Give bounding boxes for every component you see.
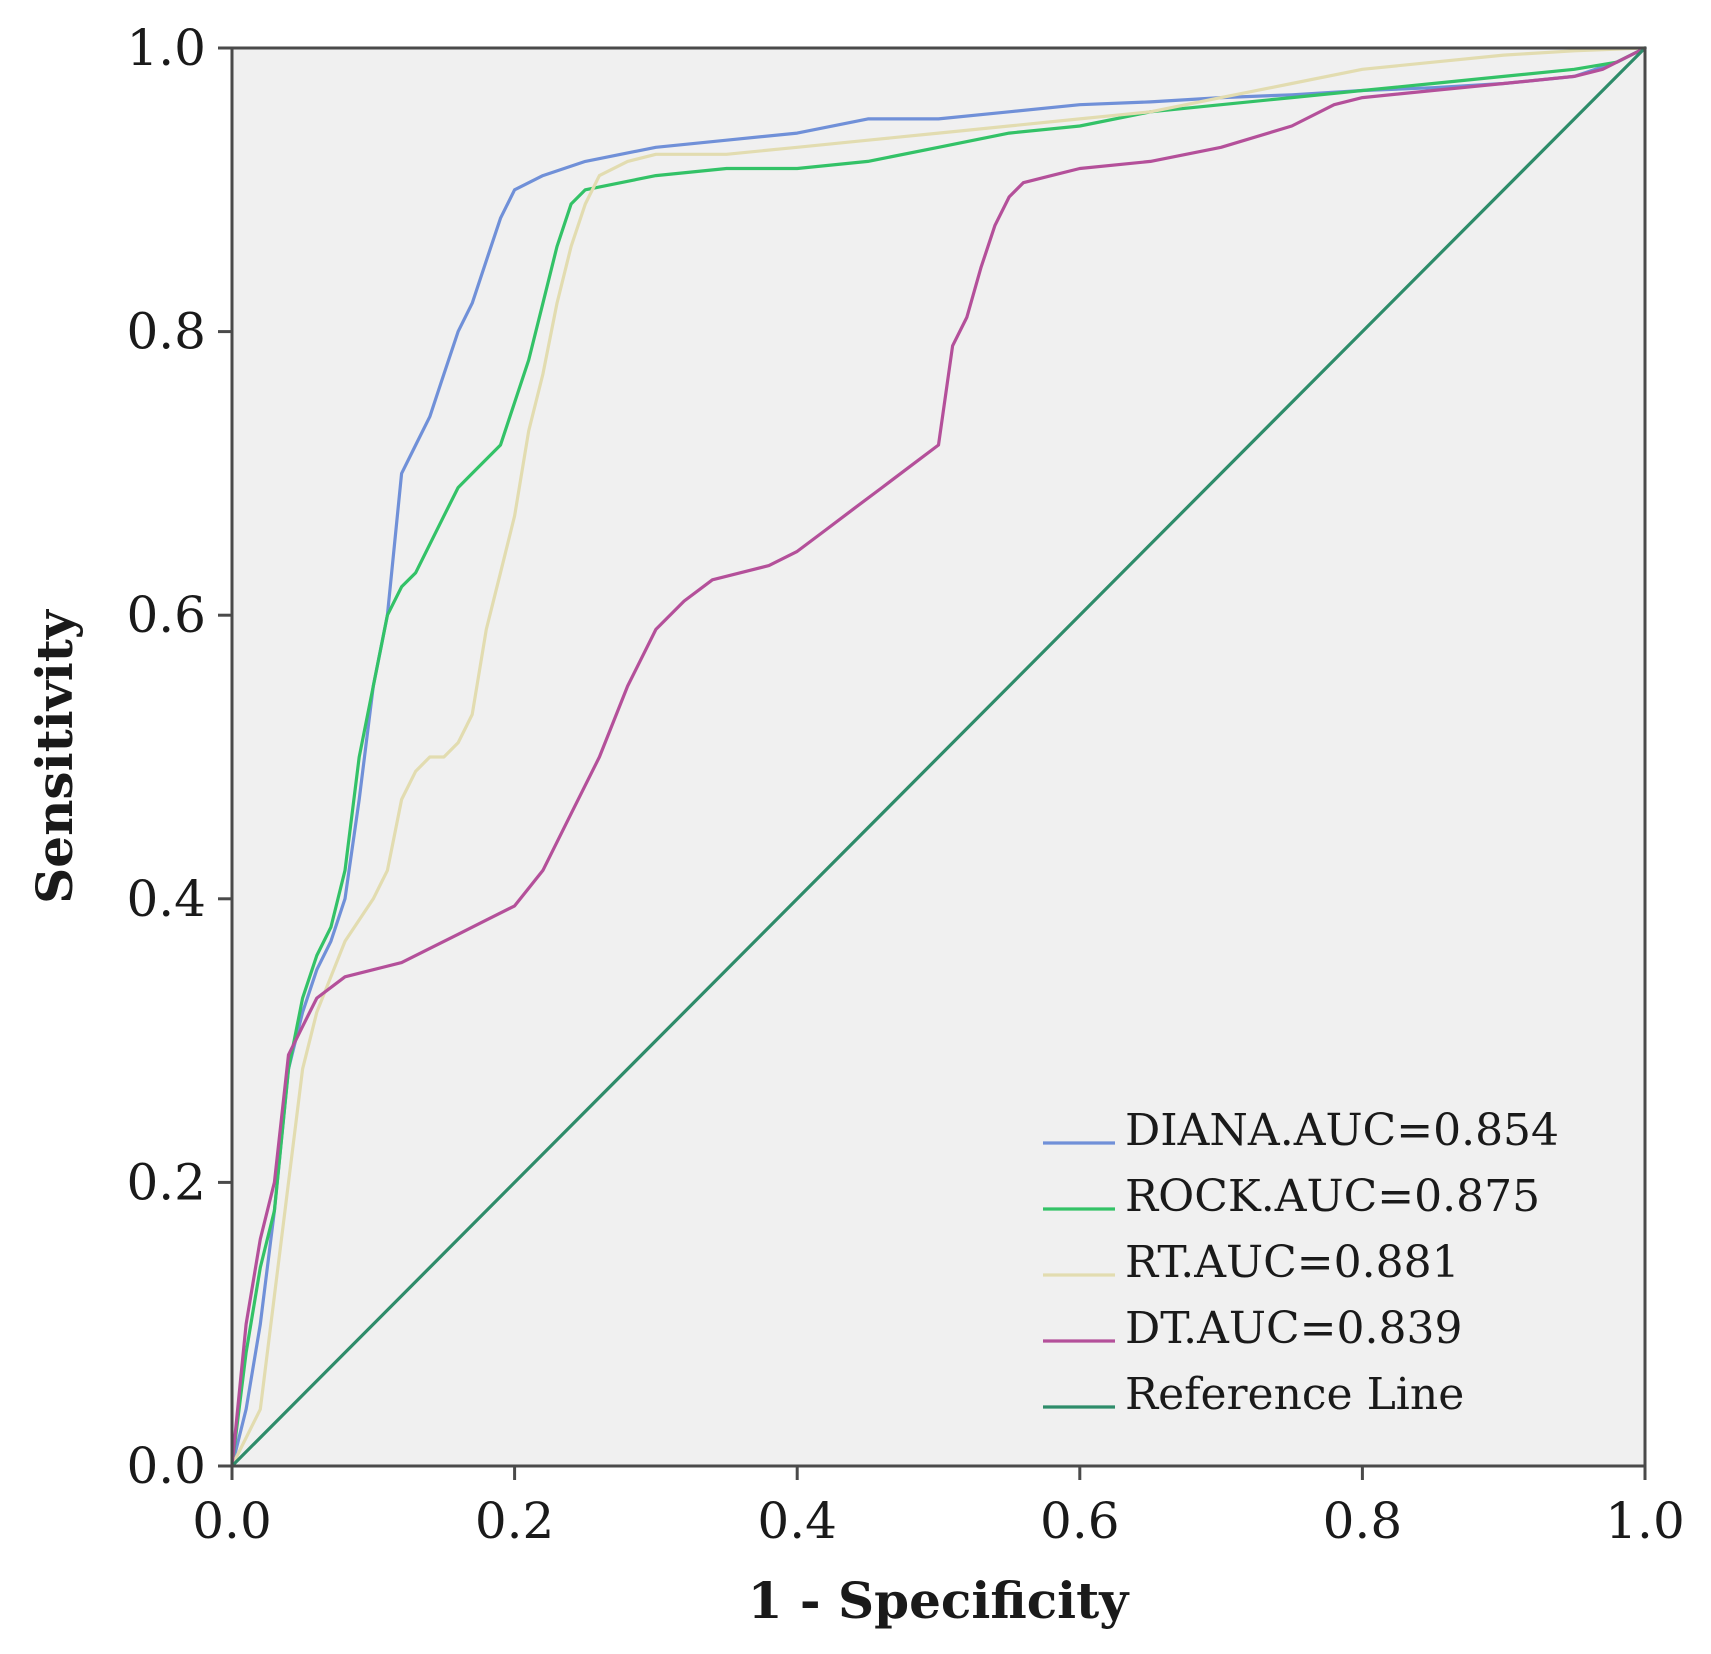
legend-label: DT.AUC=0.839 xyxy=(1125,1303,1463,1354)
legend-label: Reference Line xyxy=(1125,1369,1464,1420)
plot-frame xyxy=(230,46,1647,1468)
y-tick-label: 0.0 xyxy=(126,1437,206,1495)
x-tick-label: 0.6 xyxy=(1040,1492,1120,1550)
y-tick-label: 1.0 xyxy=(126,19,206,77)
x-tick-label: 1.0 xyxy=(1605,1492,1685,1550)
y-tick-label: 0.4 xyxy=(126,870,206,928)
x-tick-label: 0.8 xyxy=(1323,1492,1403,1550)
series-line-rock xyxy=(230,46,1647,1468)
x-tick-label: 0.4 xyxy=(757,1492,837,1550)
series-line-dt xyxy=(230,46,1647,1468)
x-tick-label: 0.2 xyxy=(475,1492,555,1550)
series-line-diana xyxy=(230,46,1647,1468)
y-tick-label: 0.2 xyxy=(126,1153,206,1211)
axes-layer: 0.0 0.2 0.4 0.6 0.8 1.0 0.0 0.2 0.4 0.6 0.8 1.0 xyxy=(126,19,1684,1550)
y-axis-title: Sensitivity xyxy=(25,608,84,904)
y-tick-label: 0.8 xyxy=(126,303,206,361)
legend: DIANA.AUC=0.854 ROCK.AUC=0.875 RT.AUC=0.88… xyxy=(1043,1105,1559,1420)
series-line-reference-line xyxy=(230,46,1647,1468)
y-tick-label: 0.6 xyxy=(126,586,206,644)
legend-label: DIANA.AUC=0.854 xyxy=(1125,1105,1559,1156)
series-line-rt xyxy=(230,46,1647,1468)
x-axis-title: 1 - Specificity xyxy=(748,1571,1131,1630)
x-tick-label: 0.0 xyxy=(192,1492,272,1550)
series-layer xyxy=(230,46,1647,1468)
legend-label: RT.AUC=0.881 xyxy=(1125,1237,1460,1288)
legend-label: ROCK.AUC=0.875 xyxy=(1125,1171,1540,1222)
